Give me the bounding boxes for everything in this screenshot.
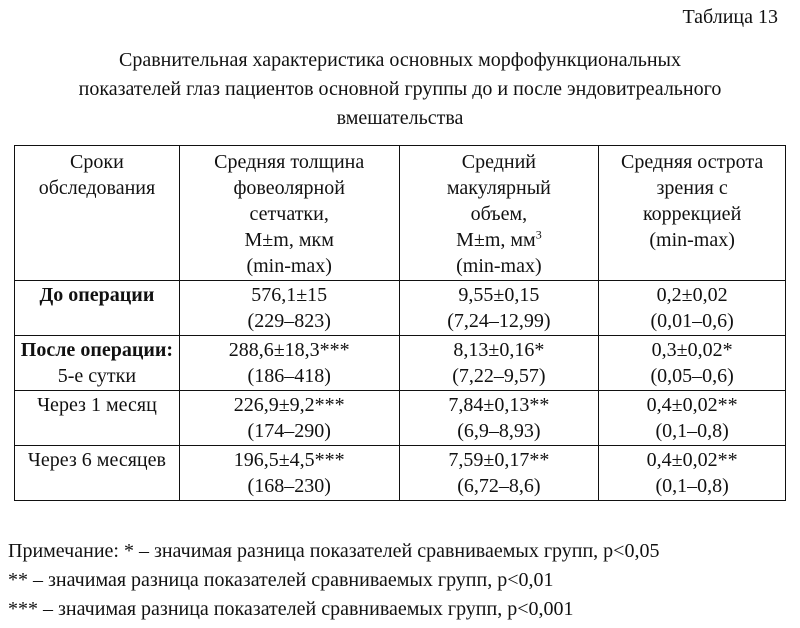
cell-mean: 576,1±15 — [251, 284, 328, 306]
header-text: объем, — [470, 203, 528, 225]
cell-acuity: 0,2±0,02 (0,01–0,6) — [598, 280, 786, 336]
title-line: показателей глаз пациентов основной груп… — [78, 78, 722, 100]
header-text: Средняя толщина — [214, 151, 365, 173]
cell-thickness: 288,6±18,3*** (186–418) — [178, 335, 400, 391]
row-label-text: Через 1 месяц — [37, 394, 157, 416]
cell-range: (6,9–8,93) — [457, 420, 541, 442]
row-label-bold: До операции — [39, 284, 155, 306]
cell-mean: 0,3±0,02* — [651, 339, 733, 361]
header-visual-acuity: Средняя острота зрения с коррекцией (min… — [598, 145, 786, 281]
cell-thickness: 226,9±9,2*** (174–290) — [178, 390, 400, 446]
header-text: фовеолярной — [233, 177, 345, 199]
row-label: После операции: 5-е сутки — [14, 335, 180, 391]
cell-acuity: 0,3±0,02* (0,05–0,6) — [598, 335, 786, 391]
table-title: Сравнительная характеристика основных мо… — [10, 46, 790, 133]
header-foveolar-thickness: Средняя толщина фовеолярной сетчатки, M±… — [178, 145, 400, 281]
header-text: (min-max) — [649, 229, 735, 251]
header-text: зрения с — [656, 177, 728, 199]
cell-range: (0,1–0,8) — [655, 420, 729, 442]
row-label-bold: После операции: — [20, 339, 174, 361]
header-text: (min-max) — [456, 255, 542, 277]
cell-acuity: 0,4±0,02** (0,1–0,8) — [598, 390, 786, 446]
cell-thickness: 576,1±15 (229–823) — [178, 280, 400, 336]
cell-acuity: 0,4±0,02** (0,1–0,8) — [598, 445, 786, 501]
cell-range: (0,05–0,6) — [650, 365, 734, 387]
header-text: (min-max) — [246, 255, 332, 277]
cell-mean: 0,4±0,02** — [646, 394, 738, 416]
cell-volume: 7,59±0,17** (6,72–8,6) — [398, 445, 600, 501]
cell-range: (229–823) — [247, 310, 331, 332]
cell-mean: 196,5±4,5*** — [233, 449, 345, 471]
header-text: макулярный — [446, 177, 551, 199]
header-unit: M±m, мм — [456, 229, 536, 251]
header-macular-volume: Средний макулярный объем, M±m, мм3 (min-… — [398, 145, 600, 281]
table-notes: Примечание: * – значимая разница показат… — [8, 537, 659, 624]
row-label: До операции — [14, 280, 180, 336]
cell-mean: 9,55±0,15 — [458, 284, 540, 306]
cell-range: (168–230) — [247, 475, 331, 497]
cell-mean: 8,13±0,16* — [453, 339, 545, 361]
cell-thickness: 196,5±4,5*** (168–230) — [178, 445, 400, 501]
cell-range: (0,01–0,6) — [650, 310, 734, 332]
cell-range: (7,24–12,99) — [447, 310, 551, 332]
cell-mean: 7,84±0,13** — [448, 394, 550, 416]
comparison-table: Сроки обследования Средняя толщина фовео… — [14, 145, 786, 501]
header-text: обследования — [38, 177, 156, 199]
cell-volume: 9,55±0,15 (7,24–12,99) — [398, 280, 600, 336]
cell-mean: 7,59±0,17** — [448, 449, 550, 471]
cell-mean: 226,9±9,2*** — [233, 394, 345, 416]
cell-range: (7,22–9,57) — [452, 365, 546, 387]
header-examination-period: Сроки обследования — [14, 145, 180, 281]
cell-range: (186–418) — [247, 365, 331, 387]
header-text: сетчатки, — [249, 203, 329, 225]
row-label-text: 5-е сутки — [57, 365, 137, 387]
header-row: Сроки обследования Средняя толщина фовео… — [14, 145, 786, 281]
row-label-text: Через 6 месяцев — [27, 449, 166, 471]
header-text: M±m, мкм — [244, 229, 334, 251]
cell-mean: 0,4±0,02** — [646, 449, 738, 471]
table-row: Через 1 месяц 226,9±9,2*** (174–290) 7,8… — [14, 390, 786, 446]
cell-volume: 7,84±0,13** (6,9–8,93) — [398, 390, 600, 446]
table-row: До операции 576,1±15 (229–823) 9,55±0,15… — [14, 280, 786, 336]
row-label: Через 1 месяц — [14, 390, 180, 446]
note-line: ** – значимая разница показателей сравни… — [8, 569, 554, 591]
header-text: Средний — [461, 151, 537, 173]
table-row: Через 6 месяцев 196,5±4,5*** (168–230) 7… — [14, 445, 786, 501]
title-line: Сравнительная характеристика основных мо… — [118, 49, 681, 71]
note-line: *** – значимая разница показателей сравн… — [8, 598, 574, 620]
cell-range: (6,72–8,6) — [457, 475, 541, 497]
cell-range: (0,1–0,8) — [655, 475, 729, 497]
row-label: Через 6 месяцев — [14, 445, 180, 501]
note-line: Примечание: * – значимая разница показат… — [8, 540, 660, 562]
cell-mean: 288,6±18,3*** — [228, 339, 350, 361]
header-text: Средняя острота — [621, 151, 764, 173]
header-text: M±m, мм3 — [404, 227, 595, 253]
cell-range: (174–290) — [247, 420, 331, 442]
cell-mean: 0,2±0,02 — [656, 284, 728, 306]
title-line: вмешательства — [336, 107, 464, 129]
table-number: Таблица 13 — [682, 6, 778, 28]
header-unit-superscript: 3 — [535, 227, 542, 242]
header-text: Сроки — [70, 151, 124, 173]
header-text: коррекцией — [642, 203, 742, 225]
table-row: После операции: 5-е сутки 288,6±18,3*** … — [14, 335, 786, 391]
cell-volume: 8,13±0,16* (7,22–9,57) — [398, 335, 600, 391]
